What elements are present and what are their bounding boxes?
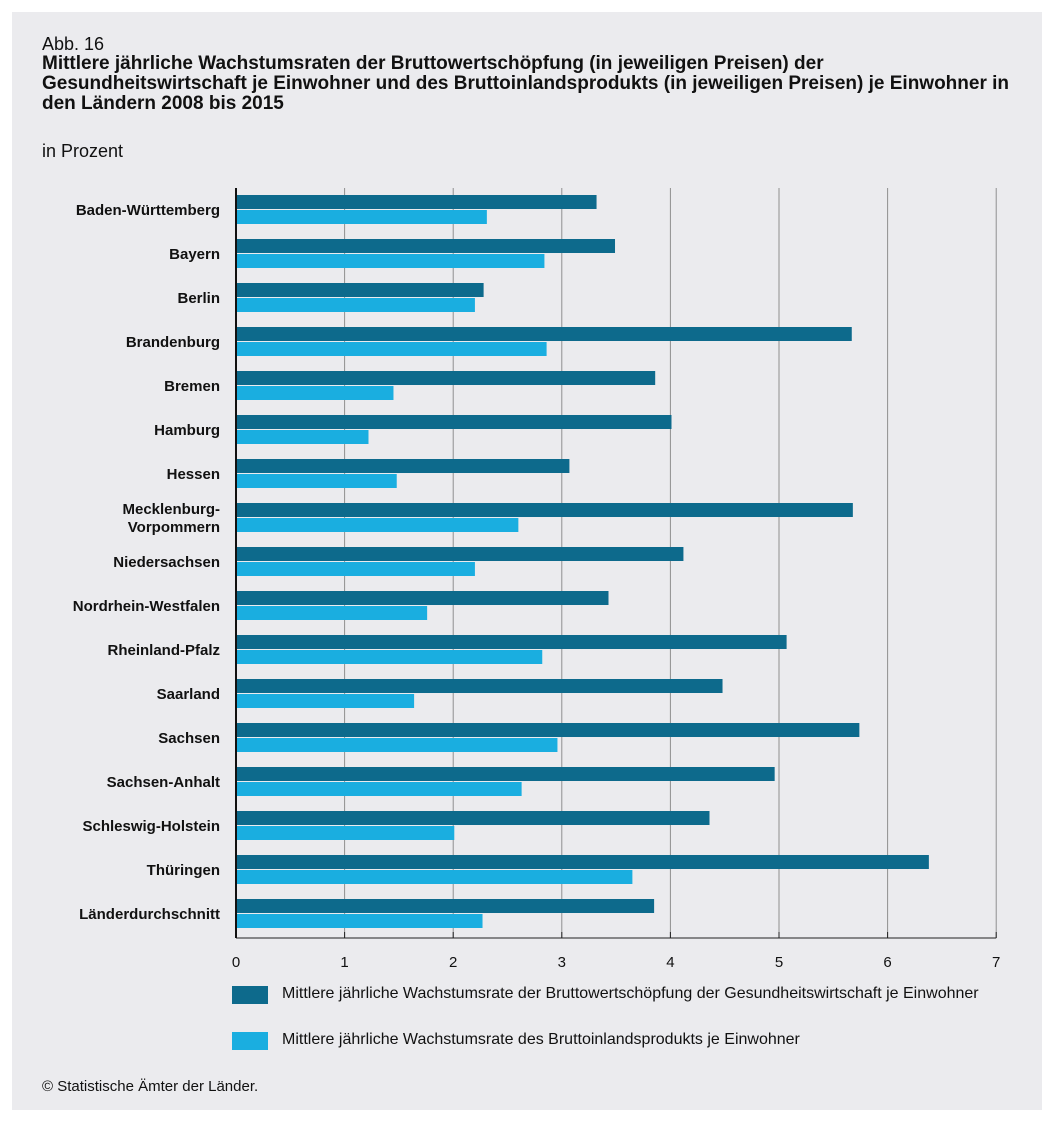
bar-bws-7 bbox=[236, 503, 853, 517]
category-label: Mecklenburg-Vorpommern bbox=[122, 501, 220, 536]
chart-title: Mittlere jährliche Wachstumsraten der Br… bbox=[42, 53, 1010, 114]
category-label: Hamburg bbox=[154, 422, 220, 439]
category-label: Rheinland-Pfalz bbox=[107, 642, 220, 659]
bar-bip-7 bbox=[236, 518, 519, 532]
bar-bip-0 bbox=[236, 210, 487, 224]
bar-bip-8 bbox=[236, 562, 475, 576]
bar-bip-5 bbox=[236, 430, 369, 444]
figure-number: Abb. 16 bbox=[42, 34, 105, 54]
bar-bws-9 bbox=[236, 591, 609, 605]
bar-bws-12 bbox=[236, 723, 860, 737]
category-label: Schleswig-Holstein bbox=[82, 818, 220, 835]
x-tick-label: 0 bbox=[232, 954, 240, 971]
x-axis-ticks: 0 1 2 3 4 5 6 7 bbox=[232, 932, 1000, 971]
bar-bip-10 bbox=[236, 650, 543, 664]
category-label: Niedersachsen bbox=[113, 554, 220, 571]
bar-bip-13 bbox=[236, 782, 522, 796]
bar-bws-8 bbox=[236, 547, 684, 561]
bar-bws-6 bbox=[236, 459, 570, 473]
bar-bip-9 bbox=[236, 606, 428, 620]
category-label: Sachsen-Anhalt bbox=[107, 774, 220, 791]
bar-bws-0 bbox=[236, 195, 597, 209]
category-label: Sachsen bbox=[158, 730, 220, 747]
bars bbox=[236, 195, 929, 928]
x-tick-label: 3 bbox=[558, 954, 566, 971]
source-note: © Statistische Ämter der Länder. bbox=[42, 1078, 259, 1095]
category-label: Länderdurchschnitt bbox=[79, 906, 220, 923]
bar-bws-13 bbox=[236, 767, 775, 781]
chart-subtitle: in Prozent bbox=[42, 141, 124, 161]
legend-swatch-dark bbox=[232, 986, 268, 1004]
bar-bip-12 bbox=[236, 738, 558, 752]
x-tick-label: 5 bbox=[775, 954, 783, 971]
bar-bip-16 bbox=[236, 914, 483, 928]
bar-bws-3 bbox=[236, 327, 852, 341]
legend-swatch-light bbox=[232, 1032, 268, 1050]
category-label: Berlin bbox=[177, 290, 220, 307]
bar-bws-2 bbox=[236, 283, 484, 297]
x-tick-label: 7 bbox=[992, 954, 1000, 971]
category-label: Thüringen bbox=[147, 862, 220, 879]
bar-bws-15 bbox=[236, 855, 929, 869]
category-label: Brandenburg bbox=[126, 334, 220, 351]
bar-bws-14 bbox=[236, 811, 710, 825]
category-label: Bremen bbox=[164, 378, 220, 395]
bar-bws-11 bbox=[236, 679, 723, 693]
bar-bws-10 bbox=[236, 635, 787, 649]
bar-bip-1 bbox=[236, 254, 545, 268]
category-label: Baden-Württemberg bbox=[76, 202, 220, 219]
bar-bip-14 bbox=[236, 826, 455, 840]
category-label: Saarland bbox=[157, 686, 220, 703]
bar-bip-11 bbox=[236, 694, 415, 708]
category-label: Nordrhein-Westfalen bbox=[73, 598, 220, 615]
x-tick-label: 4 bbox=[666, 954, 674, 971]
bar-bip-4 bbox=[236, 386, 394, 400]
legend-label-series-1: Mittlere jährliche Wachstumsrate der Bru… bbox=[282, 985, 979, 1002]
category-label: Bayern bbox=[169, 246, 220, 263]
category-label: Hessen bbox=[167, 466, 220, 483]
bar-bws-5 bbox=[236, 415, 672, 429]
x-tick-label: 1 bbox=[340, 954, 348, 971]
bar-bws-1 bbox=[236, 239, 616, 253]
x-tick-label: 6 bbox=[883, 954, 891, 971]
bar-bip-15 bbox=[236, 870, 633, 884]
bar-bip-6 bbox=[236, 474, 397, 488]
category-labels: Baden-Württemberg Bayern Berlin Brandenburg… bbox=[73, 202, 220, 923]
bar-bws-16 bbox=[236, 899, 655, 913]
bar-bip-3 bbox=[236, 342, 547, 356]
bar-bws-4 bbox=[236, 371, 656, 385]
legend-label-series-2: Mittlere jährliche Wachstumsrate des Bru… bbox=[282, 1031, 800, 1048]
x-tick-label: 2 bbox=[449, 954, 457, 971]
bar-bip-2 bbox=[236, 298, 475, 312]
